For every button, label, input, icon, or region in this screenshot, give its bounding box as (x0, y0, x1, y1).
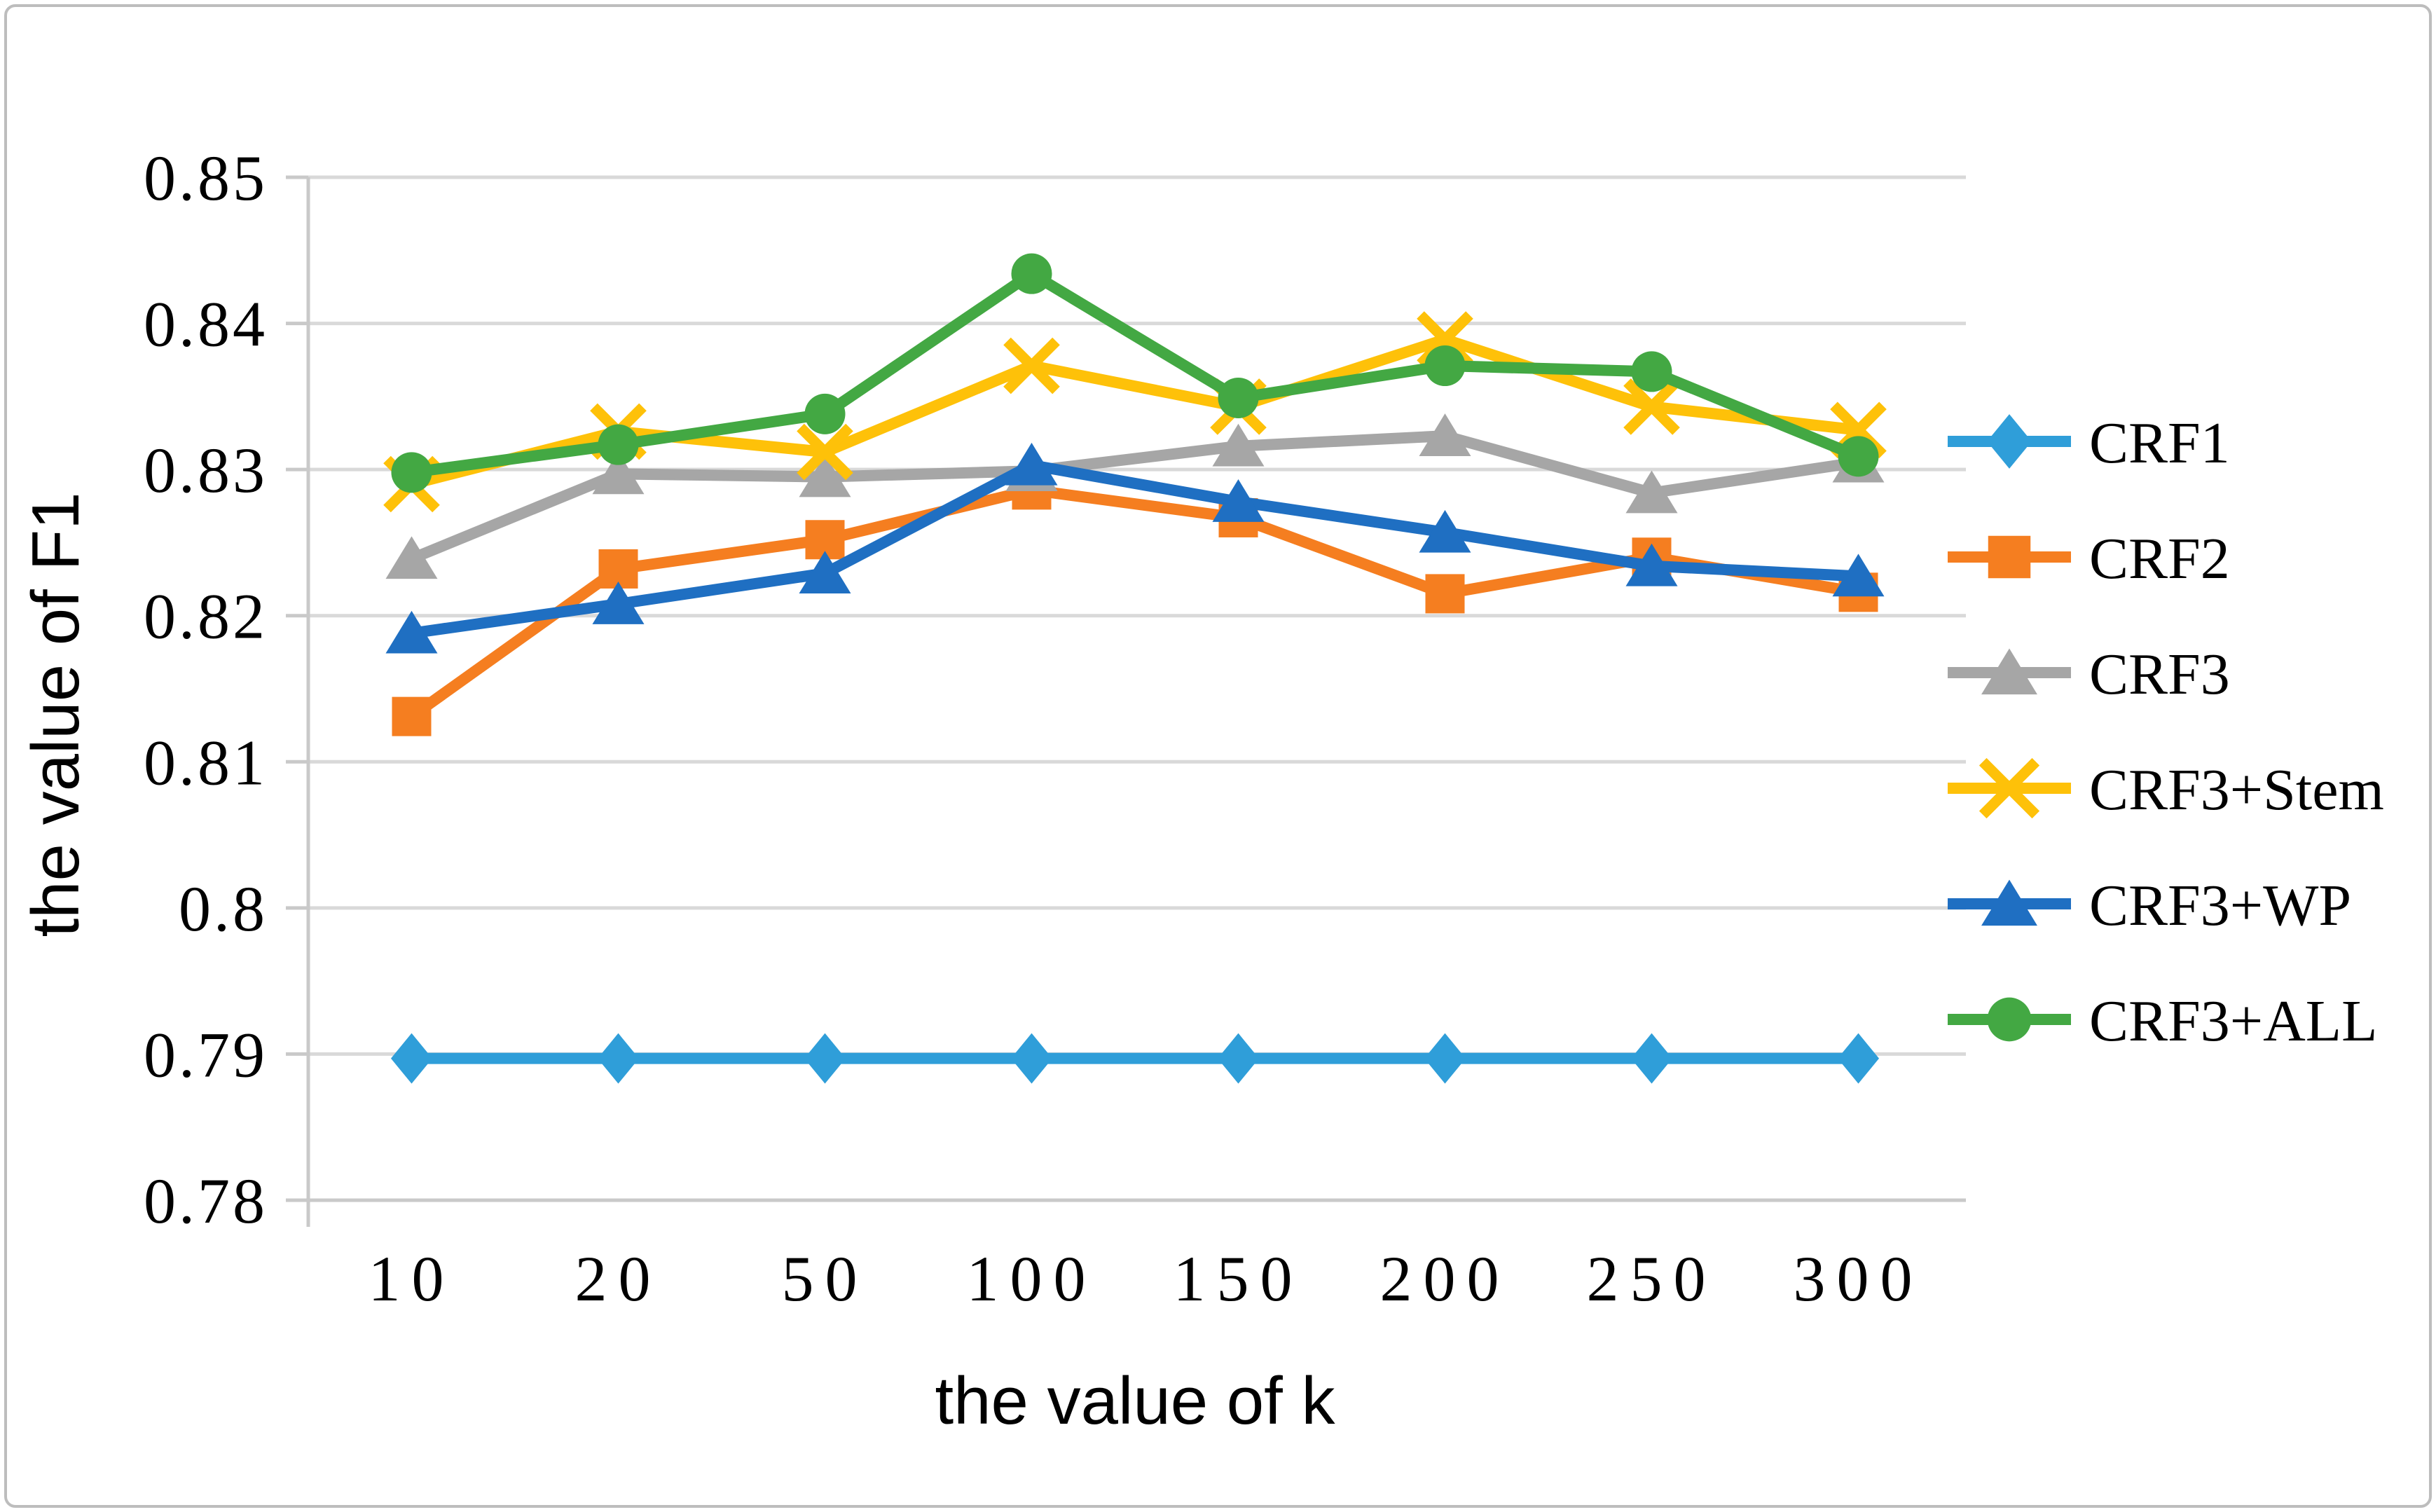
legend-swatch-CRF3 (1981, 648, 2037, 695)
legend-label-CRF3+ALL: CRF3+ALL (2089, 989, 2377, 1054)
series-line-CRF3+ALL (406, 268, 1864, 479)
chart-border (4, 4, 2432, 1508)
y-tick-label-0.82: 0.82 (144, 581, 268, 652)
legend-item-CRF2: CRF2 (1948, 526, 2230, 591)
marker-CRF3-50 (799, 454, 851, 497)
marker-CRF3+WP-300 (1832, 554, 1885, 597)
y-tick-label-0.79: 0.79 (144, 1019, 268, 1090)
y-tick-label-0.85: 0.85 (144, 142, 268, 214)
axis-layer (286, 175, 1966, 1227)
marker-CRF3+ALL-10 (391, 452, 432, 493)
y-tick-label-0.78: 0.78 (144, 1165, 268, 1237)
marker-CRF3+ALL-200 (1424, 345, 1466, 387)
y-tick-label-0.81: 0.81 (144, 727, 268, 798)
legend-item-CRF1: CRF1 (1948, 411, 2230, 476)
marker-CRF3+WP-250 (1625, 543, 1678, 586)
legend-swatch-CRF1 (1987, 414, 2032, 469)
marker-CRF3+ALL-50 (804, 393, 846, 434)
y-axis-title: the value of F1 (18, 492, 93, 937)
marker-CRF1-10 (390, 1033, 433, 1084)
marker-CRF1-50 (804, 1033, 846, 1084)
series-layer (383, 253, 1887, 1084)
legend-swatch-CRF2 (1988, 535, 2031, 579)
x-tick-label-300: 300 (1794, 1243, 1924, 1314)
marker-CRF3+WP-20 (592, 582, 645, 624)
x-tick-label-200: 200 (1380, 1243, 1511, 1314)
legend-label-CRF3+WP: CRF3+WP (2089, 873, 2351, 938)
marker-CRF3+Stem-100 (1003, 337, 1060, 394)
legend-item-CRF3+Stem: CRF3+Stem (1948, 757, 2384, 823)
legend-swatch-CRF3+WP (1981, 879, 2037, 926)
marker-CRF3+WP-100 (1005, 442, 1058, 486)
marker-CRF3-200 (1419, 413, 1471, 456)
legend-label-CRF3: CRF3 (2089, 642, 2230, 707)
marker-CRF3+ALL-250 (1631, 351, 1672, 392)
x-tick-label-150: 150 (1174, 1243, 1304, 1314)
marker-CRF3+ALL-20 (598, 424, 639, 465)
marker-CRF3-10 (385, 536, 438, 579)
y-tick-label-0.83: 0.83 (144, 434, 268, 506)
legend-item-CRF3+ALL: CRF3+ALL (1948, 989, 2377, 1054)
y-tick-label-0.8: 0.8 (179, 873, 268, 944)
x-tick-label-50: 50 (782, 1243, 869, 1314)
x-tick-label-250: 250 (1587, 1243, 1717, 1314)
marker-CRF3+WP-50 (799, 551, 851, 594)
marker-CRF3-150 (1212, 423, 1265, 467)
marker-CRF2-10 (392, 696, 432, 736)
marker-CRF3+Stem-50 (797, 423, 853, 481)
legend-label-CRF2: CRF2 (2089, 526, 2230, 591)
marker-CRF3+WP-200 (1419, 509, 1471, 553)
series-line-CRF3 (406, 430, 1864, 565)
legend-item-CRF3: CRF3 (1948, 642, 2230, 707)
marker-CRF3-250 (1625, 470, 1678, 514)
marker-CRF1-20 (597, 1033, 640, 1084)
x-tick-label-10: 10 (369, 1243, 455, 1314)
label-layer: 0.78 0.79 0.8 0.81 0.82 0.83 0.84 0.85 10 20 50 100… (144, 142, 1924, 1314)
legend-item-CRF3+WP: CRF3+WP (1948, 873, 2351, 938)
marker-CRF3-20 (592, 451, 645, 495)
marker-CRF1-300 (1837, 1033, 1880, 1084)
series-line-CRF3+WP (406, 459, 1864, 639)
legend-swatch-CRF3+Stem (1979, 757, 2040, 819)
marker-CRF3+WP-150 (1212, 479, 1265, 522)
x-axis-title: the value of k (935, 1363, 1335, 1438)
marker-CRF3+Stem-250 (1623, 378, 1680, 435)
marker-CRF1-200 (1424, 1033, 1466, 1084)
legend-swatch-CRF3+ALL (1987, 997, 2032, 1042)
marker-CRF3+ALL-100 (1011, 253, 1052, 294)
x-tick-label-100: 100 (967, 1243, 1097, 1314)
marker-CRF3+ALL-300 (1838, 436, 1879, 477)
marker-CRF1-150 (1217, 1033, 1260, 1084)
y-tick-label-0.84: 0.84 (144, 289, 268, 360)
marker-CRF1-100 (1010, 1033, 1053, 1084)
marker-CRF3+WP-10 (385, 610, 438, 654)
legend-label-CRF1: CRF1 (2089, 411, 2230, 476)
marker-CRF3+ALL-150 (1218, 377, 1259, 418)
legend-label-CRF3+Stem: CRF3+Stem (2089, 757, 2384, 823)
x-tick-label-20: 20 (575, 1243, 662, 1314)
marker-CRF2-200 (1425, 574, 1465, 614)
legend: CRF1 CRF2 CRF3 CRF3+Stem CRF3+WP CRF3+ALL (1948, 411, 2384, 1054)
marker-CRF1-250 (1630, 1033, 1673, 1084)
